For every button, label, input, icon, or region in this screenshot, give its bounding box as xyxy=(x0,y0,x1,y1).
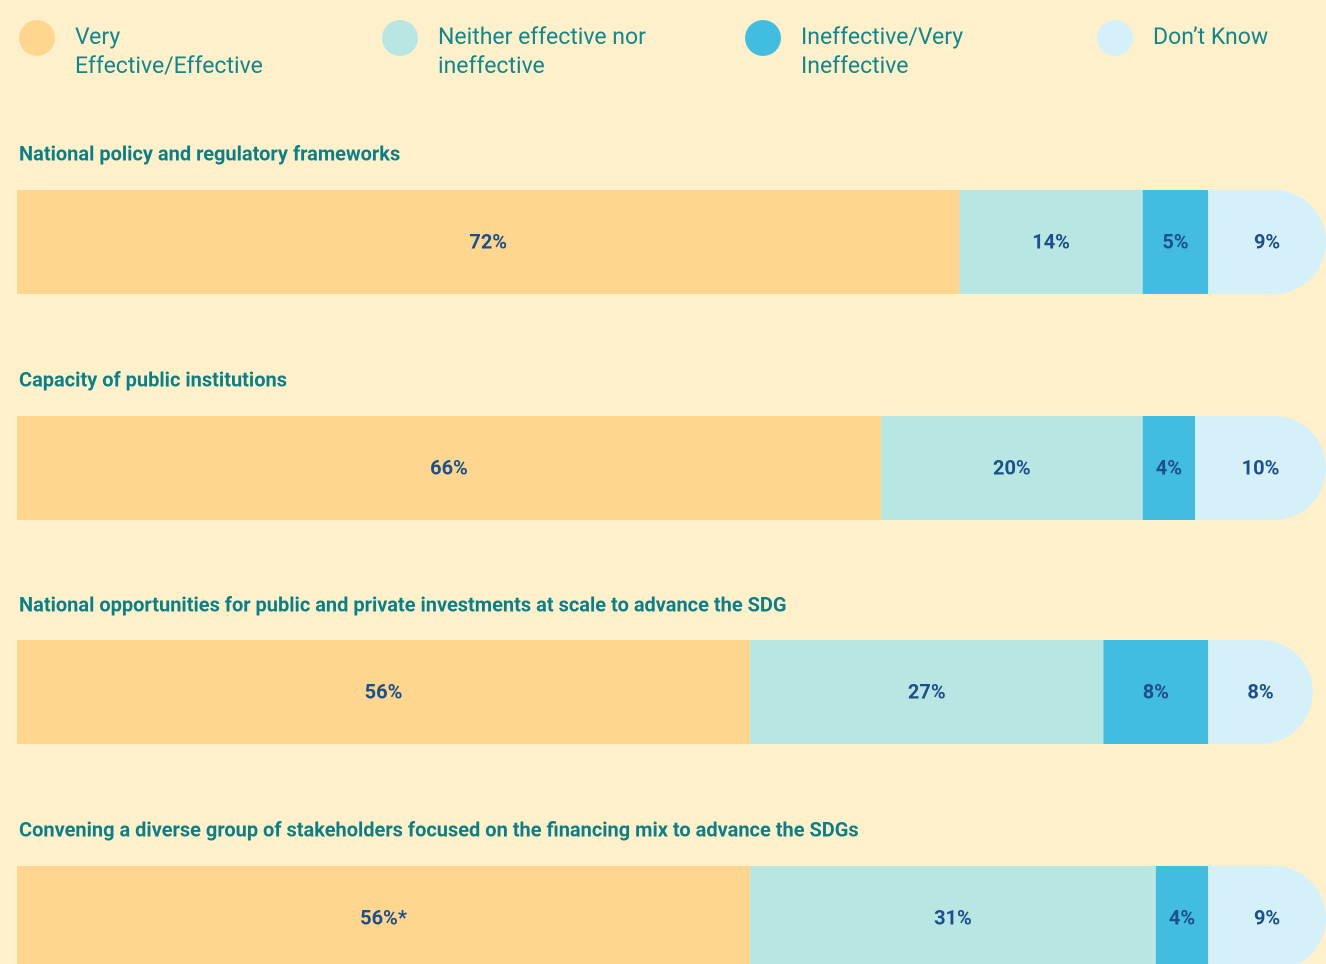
bar-segment xyxy=(959,190,1143,294)
bar-segment xyxy=(750,640,1104,744)
data-label: 9% xyxy=(1254,905,1280,929)
bar-segment xyxy=(1208,866,1326,964)
bar-segment xyxy=(1208,640,1313,744)
data-label: 14% xyxy=(1032,229,1070,253)
legend-item: Neither effective nor ineffective xyxy=(382,20,648,80)
legend-label: Don’t Know xyxy=(1153,23,1269,50)
row-title: National policy and regulatory framework… xyxy=(19,141,400,165)
row-title: Convening a diverse group of stakeholder… xyxy=(19,817,859,841)
legend-swatch xyxy=(382,20,418,56)
bar-segment xyxy=(1195,416,1326,520)
legend-label: Neither effective nor ineffective xyxy=(438,23,646,79)
bar-segment xyxy=(17,416,881,520)
data-label: 4% xyxy=(1169,905,1195,929)
data-label: 4% xyxy=(1156,455,1182,479)
data-label: 56% xyxy=(365,679,403,703)
data-label: 5% xyxy=(1162,229,1188,253)
bar-segment xyxy=(880,416,1143,520)
data-label: 10% xyxy=(1242,455,1280,479)
data-label: 56%* xyxy=(360,905,407,929)
bar-segment xyxy=(17,640,751,744)
data-label: 8% xyxy=(1247,679,1273,703)
legend-swatch xyxy=(745,20,781,56)
bar-segment xyxy=(1142,190,1209,294)
bar-segment xyxy=(1155,866,1209,964)
bar-segment xyxy=(17,866,751,964)
data-label: 27% xyxy=(908,679,946,703)
legend-item: Ineffective/Very Ineffective xyxy=(745,20,1011,80)
legend-item: Very Effective/Effective xyxy=(19,20,285,80)
data-label: 31% xyxy=(934,905,972,929)
bar-segment xyxy=(17,190,960,294)
data-label: 20% xyxy=(993,455,1031,479)
data-label: 66% xyxy=(430,455,468,479)
data-label: 9% xyxy=(1254,229,1280,253)
bar-segment xyxy=(1103,640,1209,744)
legend-swatch xyxy=(19,20,55,56)
bar-segment xyxy=(1208,190,1326,294)
data-label: 8% xyxy=(1143,679,1169,703)
bar-segment xyxy=(750,866,1156,964)
legend-item: Don’t Know xyxy=(1097,20,1326,56)
data-label: 72% xyxy=(469,229,507,253)
legend-label: Very Effective/Effective xyxy=(75,23,263,79)
row-title: National opportunities for public and pr… xyxy=(19,592,787,616)
legend-swatch xyxy=(1097,20,1133,56)
bar-segment xyxy=(1142,416,1196,520)
row-title: Capacity of public institutions xyxy=(19,367,287,391)
legend-label: Ineffective/Very Ineffective xyxy=(801,23,964,79)
